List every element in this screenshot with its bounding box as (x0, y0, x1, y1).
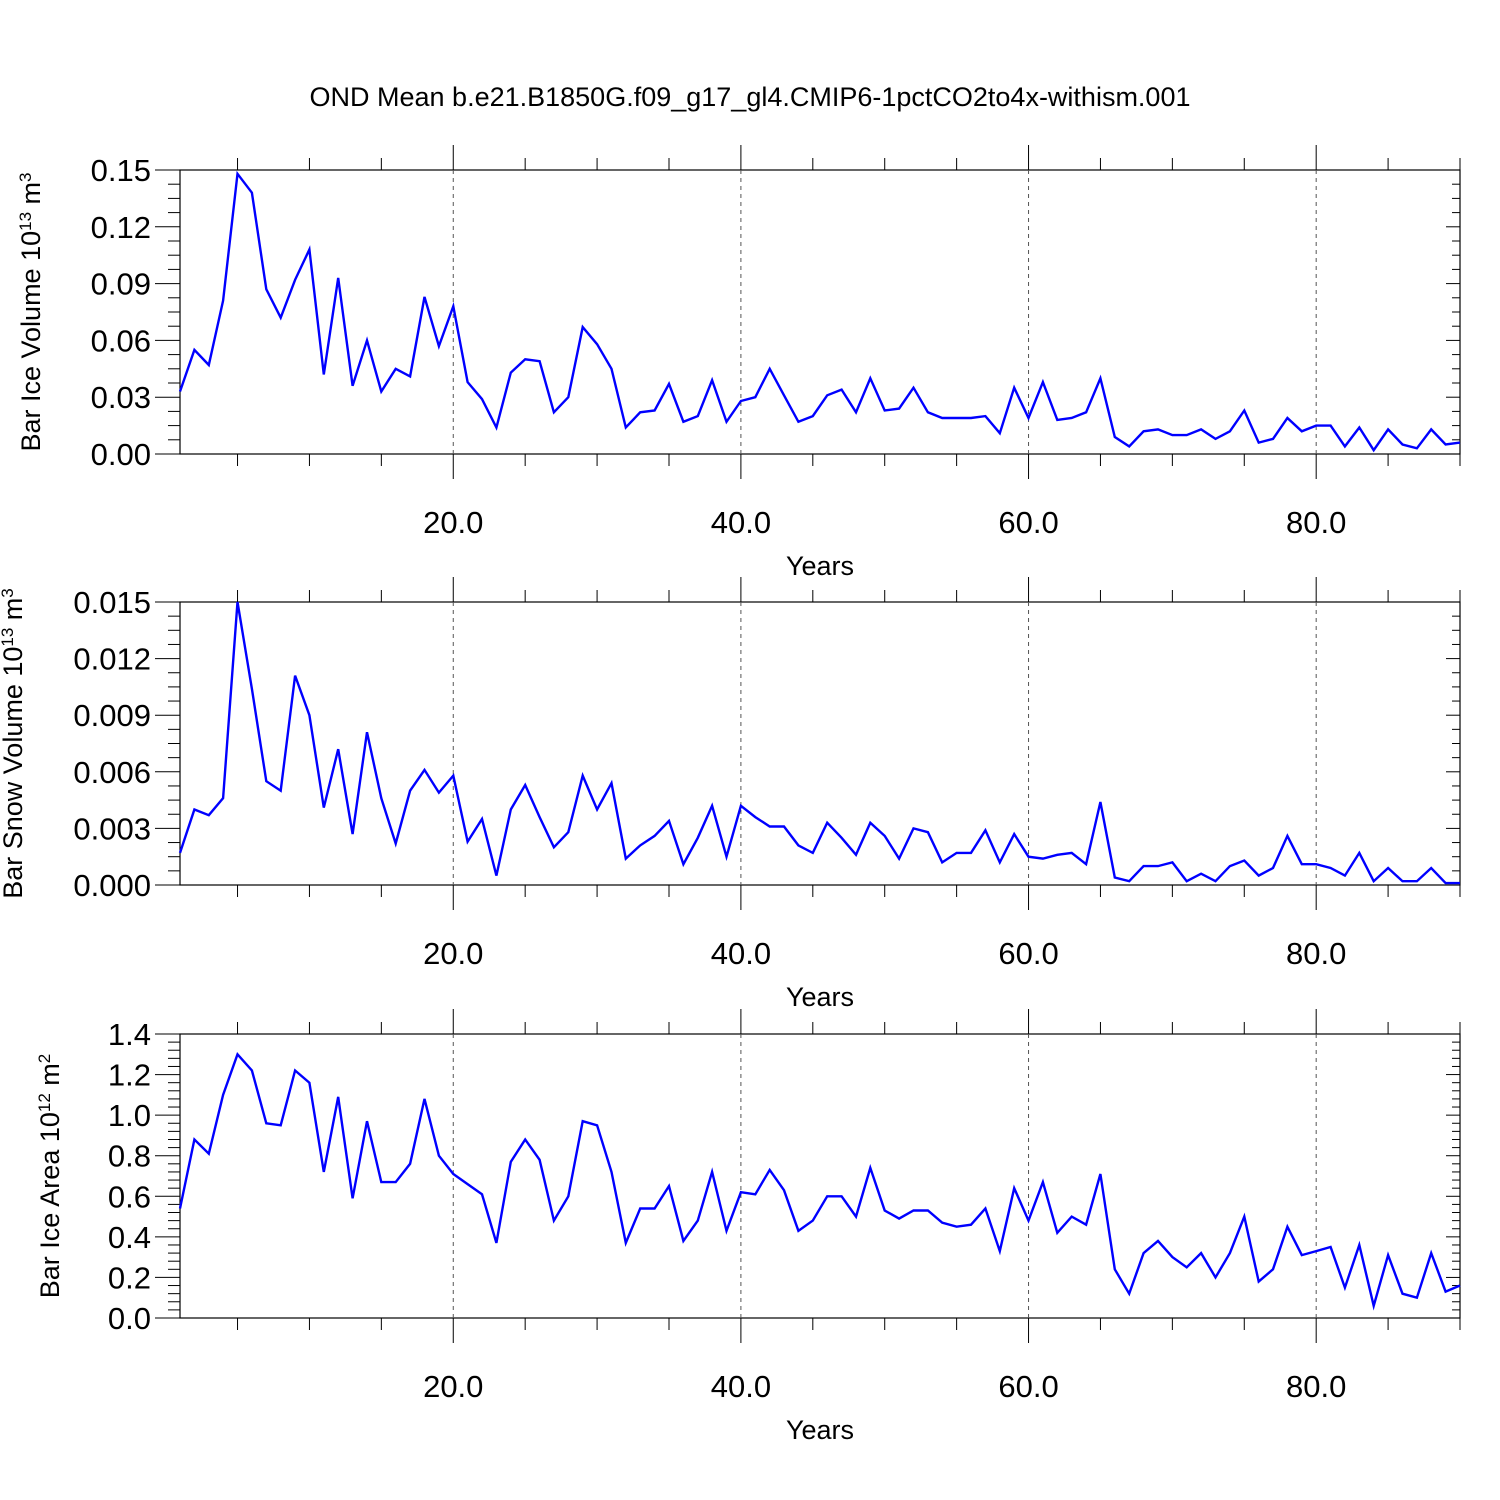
y-tick-label: 0.09 (91, 267, 151, 302)
y-tick-label: 0.8 (108, 1139, 151, 1174)
y-axis-label-unit: m (0, 598, 28, 628)
y-tick-label: 0.003 (73, 811, 151, 846)
y-axis-label-unit: m (16, 182, 46, 212)
y-axis-label: Bar Ice Volume 1013 m3 (16, 172, 47, 451)
y-tick-label: 0.12 (91, 210, 151, 245)
y-axis-label-exponent: 13 (16, 212, 35, 231)
y-tick-label: 1.2 (108, 1058, 151, 1093)
y-tick-label: 0.2 (108, 1260, 151, 1295)
y-tick-label: 0.006 (73, 755, 151, 790)
x-tick-label: 80.0 (1286, 505, 1346, 540)
x-tick-label: 40.0 (711, 505, 771, 540)
y-axis-label-text: Bar Ice Area 10 (35, 1112, 65, 1298)
x-tick-label: 60.0 (998, 1369, 1058, 1404)
y-tick-label: 1.0 (108, 1098, 151, 1133)
series-line (178, 601, 1460, 885)
series-line (178, 170, 1461, 453)
y-axis-label: Bar Ice Area 1012 m2 (35, 1054, 66, 1299)
plot-frame (179, 1033, 1461, 1319)
y-tick-label: 0.06 (91, 323, 151, 358)
y-axis-label-unit-exponent: 3 (0, 588, 17, 597)
x-tick-label: 80.0 (1286, 1369, 1346, 1404)
x-tick-label: 20.0 (423, 936, 483, 971)
y-tick-label: 0.000 (73, 868, 151, 903)
x-tick-label: 60.0 (998, 936, 1058, 971)
y-axis-label-exponent: 12 (35, 1093, 54, 1112)
chart-panel-1: 0.00 0.03 0.06 0.09 0.12 0.15 20.0 40.0 60.0 80.0… (16, 145, 1461, 581)
chart-panel-3: 0.0 0.2 0.4 0.6 0.8 1.0 1.2 1.4 20.0 40.0 60.0 80.0… (35, 1009, 1461, 1445)
x-axis-label: Years (786, 551, 854, 581)
y-tick-label: 0.0 (108, 1301, 151, 1336)
series-line (178, 1051, 1461, 1311)
x-tick-label: 80.0 (1286, 936, 1346, 971)
y-tick-label: 0.03 (91, 380, 151, 415)
y-axis-label-unit: m (35, 1063, 65, 1093)
y-tick-label: 0.15 (91, 153, 151, 188)
x-tick-label: 40.0 (711, 936, 771, 971)
y-tick-label: 1.4 (108, 1017, 151, 1052)
plot-frame (179, 169, 1461, 455)
y-axis-label-text: Bar Snow Volume 10 (0, 647, 28, 899)
y-axis-label-text: Bar Ice Volume 10 (16, 231, 46, 452)
y-tick-label: 0.015 (73, 585, 151, 620)
x-axis-label: Years (786, 982, 854, 1012)
x-tick-label: 60.0 (998, 505, 1058, 540)
chart-title: OND Mean b.e21.B1850G.f09_g17_gl4.CMIP6-… (310, 82, 1191, 112)
y-tick-label: 0.012 (73, 642, 151, 677)
y-tick-label: 0.009 (73, 698, 151, 733)
x-axis-label: Years (786, 1415, 854, 1445)
y-axis-label: Bar Snow Volume 1013 m3 (0, 588, 28, 899)
y-axis-label-unit-exponent: 2 (35, 1054, 54, 1063)
plot-frame (179, 601, 1461, 886)
x-tick-label: 20.0 (423, 505, 483, 540)
y-axis-label-exponent: 13 (0, 628, 17, 647)
y-tick-label: 0.6 (108, 1179, 151, 1214)
y-axis-label-unit-exponent: 3 (16, 172, 35, 181)
y-tick-label: 0.00 (91, 437, 151, 472)
chart-panel-2: 0.000 0.003 0.006 0.009 0.012 0.015 20.0 40.0 60… (0, 577, 1461, 1012)
x-tick-label: 20.0 (423, 1369, 483, 1404)
x-tick-label: 40.0 (711, 1369, 771, 1404)
y-tick-label: 0.4 (108, 1220, 151, 1255)
